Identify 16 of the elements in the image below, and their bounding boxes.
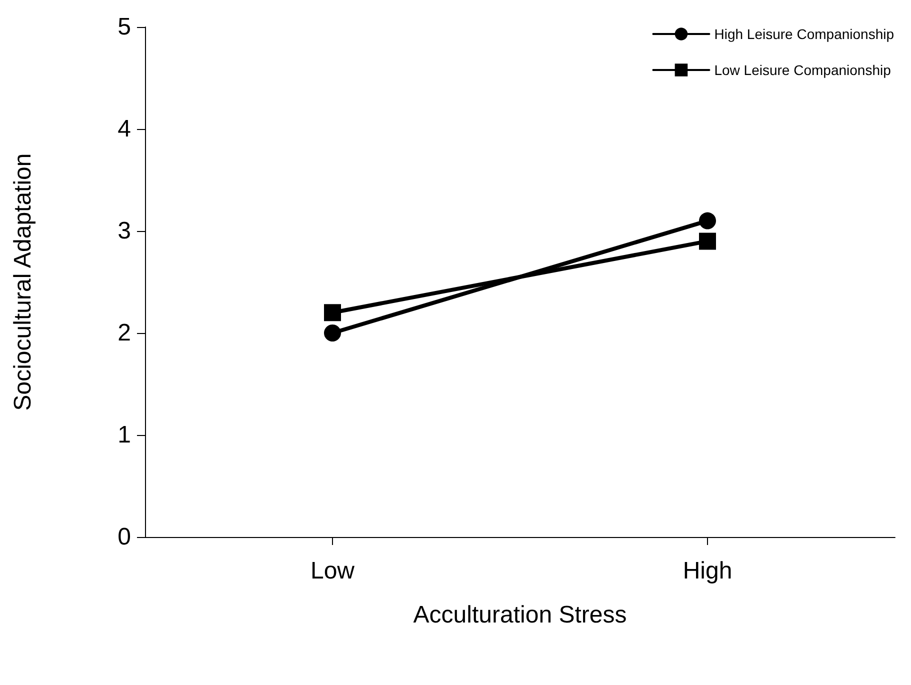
y-tick-label: 2: [118, 320, 131, 346]
legend-label: High Leisure Companionship: [714, 26, 894, 42]
legend-label: Low Leisure Companionship: [714, 62, 892, 78]
point: [699, 232, 716, 250]
y-tick-label: 0: [118, 524, 131, 550]
x-tick-label: Low: [310, 558, 356, 584]
y-tick-label: 5: [118, 14, 131, 40]
point: [324, 304, 341, 322]
x-tick-label: High: [682, 558, 732, 584]
y-tick-label: 4: [118, 116, 131, 142]
x-axis-title: Acculturation Stress: [413, 602, 627, 628]
point: [324, 324, 341, 342]
y-tick-label: 1: [118, 422, 131, 448]
y-axis-title: Sociocultural Adaptation: [10, 153, 36, 411]
point: [699, 212, 716, 230]
y-tick-label: 3: [118, 218, 131, 244]
